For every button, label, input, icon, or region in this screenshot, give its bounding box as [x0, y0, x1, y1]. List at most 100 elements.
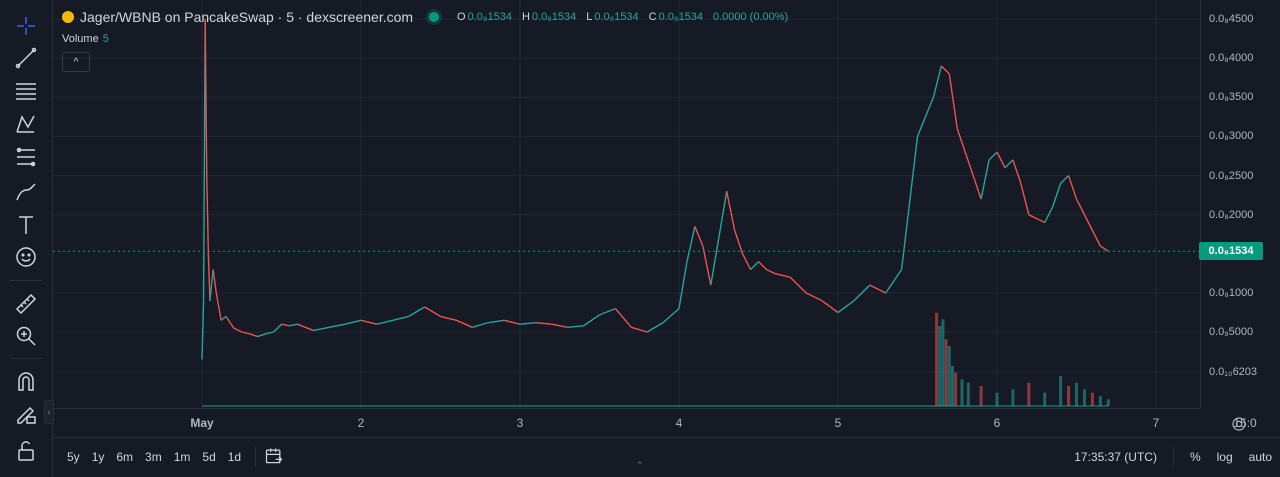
price-segment [766, 268, 775, 275]
volume-bar [995, 392, 999, 406]
price-segment [202, 18, 206, 301]
chevron-up-icon: ^ [73, 56, 79, 68]
price-segment [1020, 183, 1030, 215]
price-segment [297, 323, 306, 328]
price-segment [472, 321, 489, 328]
price-segment [551, 323, 568, 329]
price-segment [313, 328, 322, 332]
price-segment [710, 238, 720, 286]
volume-bar [1075, 382, 1078, 406]
time-tick-label: 2 [357, 416, 365, 430]
price-segment [1067, 175, 1078, 200]
clock-utc[interactable]: 17:35:37 (UTC) [1074, 450, 1157, 464]
price-segment [241, 331, 250, 335]
price-segment [215, 292, 222, 321]
volume-bar [954, 372, 958, 406]
crosshair-icon[interactable] [10, 12, 42, 40]
volume-bar [1082, 389, 1086, 406]
price-segment [376, 319, 393, 325]
volume-bar [1059, 376, 1063, 406]
range-1d-button[interactable]: 1d [227, 450, 242, 464]
range-5d-button[interactable]: 5d [202, 450, 216, 464]
price-segment [948, 73, 958, 129]
text-icon[interactable] [10, 211, 42, 239]
pane-resize-handle[interactable]: ⌃ [636, 460, 644, 470]
price-segment [662, 308, 680, 324]
price-tick-label: 0.0₈3500 [1209, 91, 1254, 104]
go-to-date-calendar-icon[interactable] [264, 446, 284, 469]
volume-bar [979, 386, 983, 406]
price-segment [408, 306, 425, 318]
range-3m-button[interactable]: 3m [145, 450, 162, 464]
price-segment [1012, 159, 1022, 184]
percent-scale-toggle[interactable]: % [1189, 450, 1201, 464]
price-segment [718, 191, 728, 239]
price-segment [321, 326, 330, 330]
price-segment [392, 315, 409, 321]
price-segment [567, 325, 584, 329]
pattern-icon[interactable] [10, 110, 42, 138]
auto-scale-toggle[interactable]: auto [1248, 450, 1272, 464]
range-6m-button[interactable]: 6m [116, 450, 134, 464]
toolbar-collapse-button[interactable]: ‹ [44, 400, 54, 424]
volume-value: 5 [102, 33, 109, 45]
zoom-in-icon[interactable] [10, 322, 42, 350]
price-segment [646, 322, 664, 333]
volume-bar [1043, 392, 1047, 406]
time-tick-label: 3 [516, 416, 524, 430]
volume-bar [1067, 386, 1071, 406]
horizontal-lines-icon[interactable] [10, 77, 42, 105]
volume-bar [944, 339, 948, 406]
range-1m-button[interactable]: 1m [173, 450, 191, 464]
price-segment [535, 321, 552, 325]
emoji-icon[interactable] [10, 243, 42, 271]
price-segment [1044, 206, 1054, 223]
time-axis[interactable]: May 2 3 4 5 6 7 15:0 [53, 408, 1257, 437]
price-segment [305, 326, 314, 332]
bottom-toolbar: 5y 1y 6m 3m 1m 5d 1d 17:35:37 (UTC) % lo… [53, 437, 1280, 476]
price-tick-label: 0.0₉5000 [1209, 326, 1254, 338]
brush-icon[interactable] [10, 178, 42, 206]
legend-collapse-button[interactable]: ^ [62, 52, 90, 72]
open-value: 0.0₈1534 [467, 11, 512, 23]
range-5y-button[interactable]: 5y [67, 450, 80, 464]
price-segment [774, 272, 791, 279]
range-1y-button[interactable]: 1y [91, 450, 105, 464]
price-segment [220, 315, 227, 321]
log-scale-toggle[interactable]: log [1216, 450, 1233, 464]
chart-pane[interactable] [53, 0, 1246, 408]
symbol-title[interactable]: Jager/WBNB on PancakeSwap · 5 · dexscree… [80, 9, 414, 25]
price-axis[interactable]: 0.0₈4500 0.0₈4000 0.0₈3500 0.0₈3000 0.0₈2500… [1199, 0, 1280, 408]
price-tick-label: 0.0₈4000 [1209, 52, 1254, 65]
volume-legend[interactable]: Volume 5 [62, 33, 109, 45]
price-segment [758, 261, 767, 271]
volume-label: Volume [62, 33, 99, 45]
price-segment [686, 226, 696, 262]
price-segment [932, 65, 943, 98]
price-segment [853, 284, 871, 302]
high-key: H [521, 11, 530, 23]
unlock-icon[interactable] [10, 437, 42, 465]
price-segment [519, 321, 536, 325]
trendline-icon[interactable] [10, 44, 42, 72]
price-tick-label: 0.0₈4500 [1209, 13, 1254, 25]
price-segment [456, 319, 473, 328]
price-segment [1028, 214, 1046, 224]
price-segment [837, 300, 855, 314]
lock-drawing-icon[interactable] [10, 400, 42, 428]
time-tick-label: 4 [675, 416, 683, 430]
price-segment [805, 292, 823, 302]
price-segment [273, 323, 282, 333]
volume-bar [966, 382, 970, 406]
ruler-icon[interactable] [10, 290, 42, 318]
price-segment [631, 326, 648, 333]
low-value: 0.0₈1534 [594, 11, 639, 23]
price-segment [821, 300, 839, 314]
price-segment [733, 230, 744, 255]
magnet-icon[interactable] [10, 368, 42, 396]
price-segment [940, 65, 950, 75]
settings-gear-icon[interactable] [1230, 415, 1248, 433]
fib-icon[interactable] [10, 143, 42, 171]
price-segment [956, 128, 966, 153]
price-tick-label: 0.0₈2000 [1209, 208, 1254, 221]
